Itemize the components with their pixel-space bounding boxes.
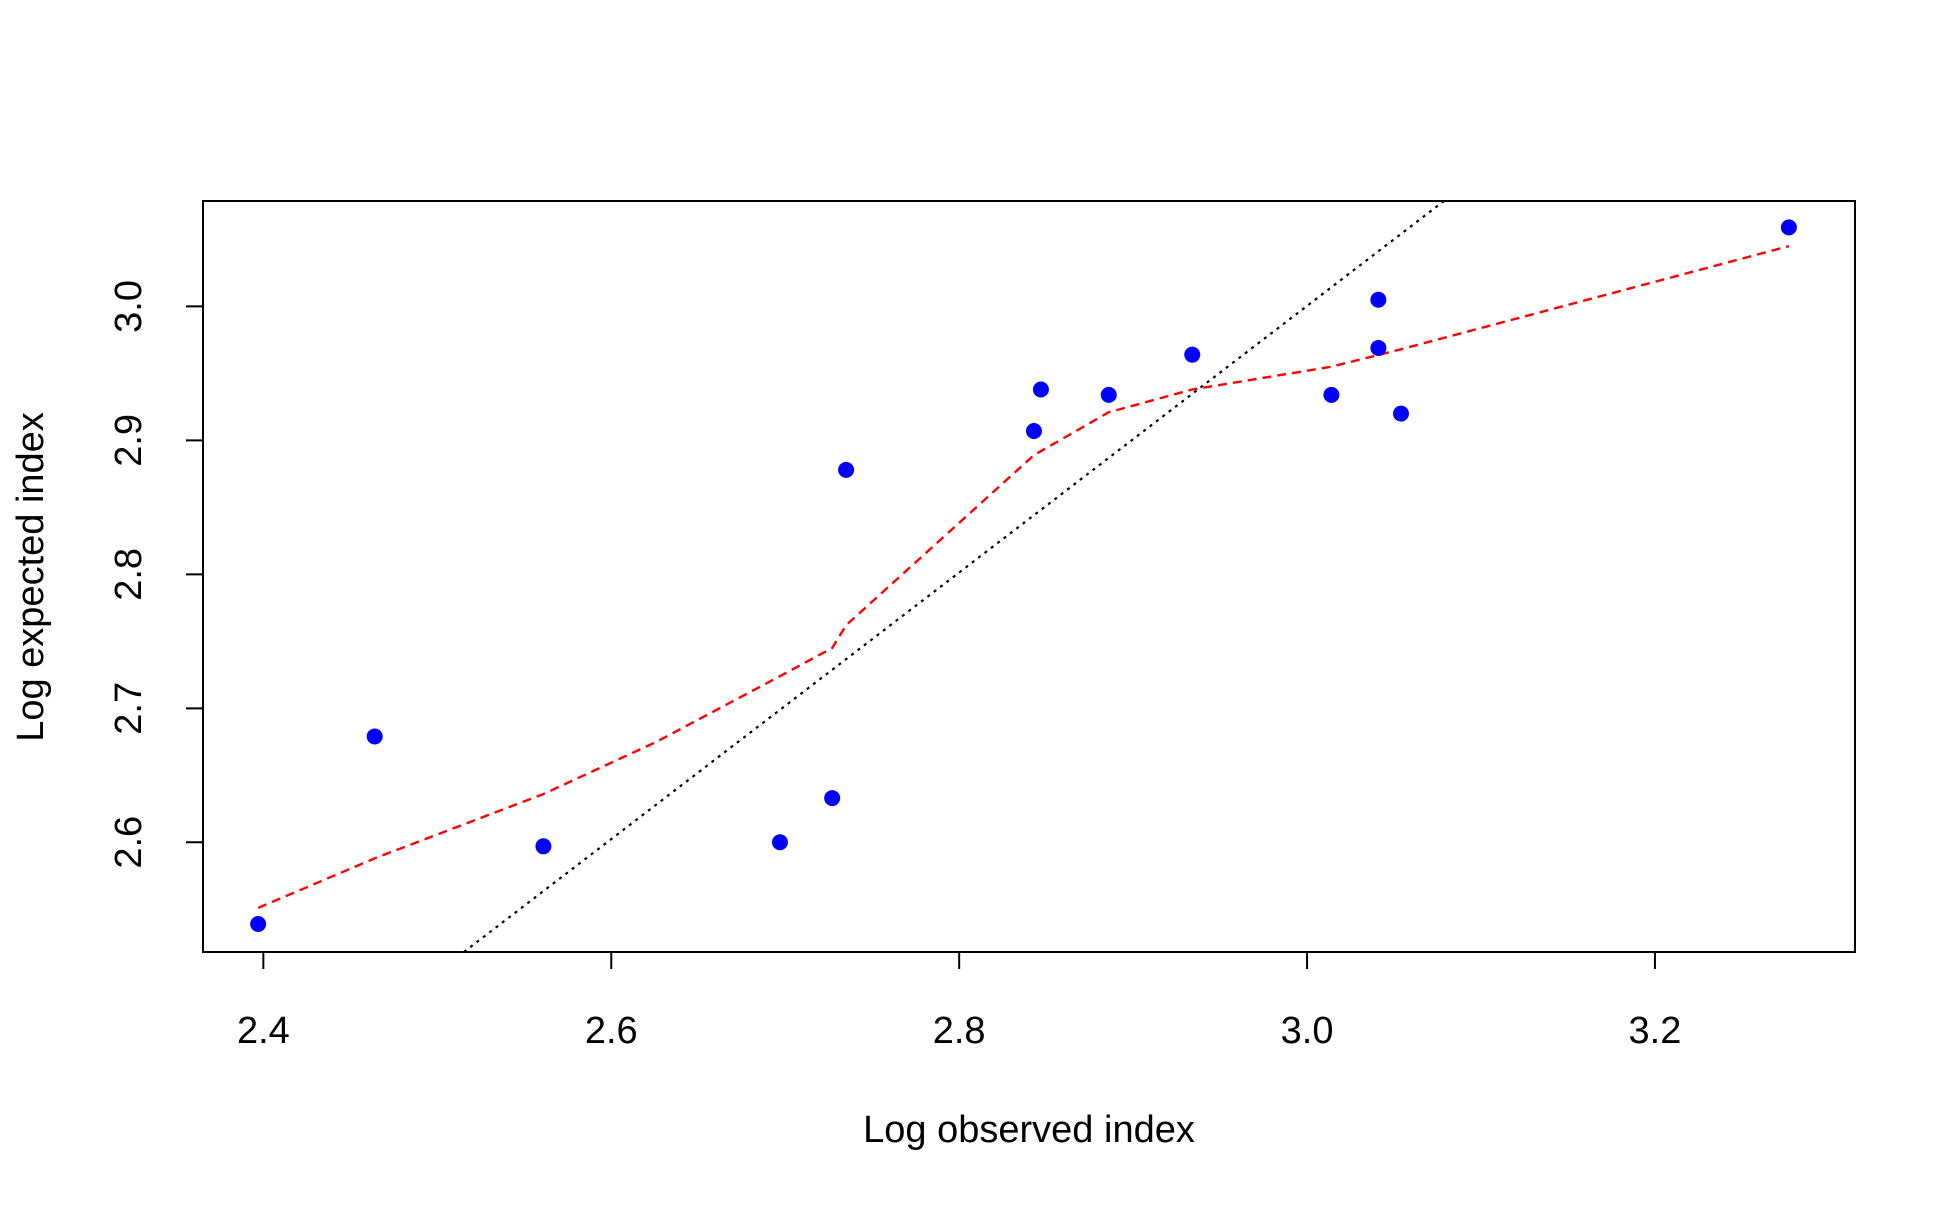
smooth-line-0 bbox=[257, 244, 1790, 910]
data-point-0 bbox=[250, 916, 267, 932]
data-point-10 bbox=[1323, 386, 1340, 403]
data-point-7 bbox=[1032, 381, 1049, 398]
x-axis-title: Log observed index bbox=[863, 1109, 1195, 1151]
y-axis: 2.6 2.7 2.8 2.9 3.0 bbox=[108, 280, 204, 869]
x-tick-label-4: 3.2 bbox=[1629, 1010, 1682, 1052]
y-tick-label-4: 3.0 bbox=[108, 280, 150, 333]
x-tick-label-2: 2.8 bbox=[933, 1010, 986, 1052]
x-axis: 2.4 2.6 2.8 3.0 3.2 bbox=[237, 951, 1682, 1052]
y-tick-label-3: 2.9 bbox=[108, 414, 150, 467]
data-point-14 bbox=[1780, 219, 1797, 236]
points-layer bbox=[250, 219, 1797, 932]
y-tick-label-1: 2.7 bbox=[108, 682, 150, 735]
x-tick-label-3: 3.0 bbox=[1281, 1010, 1334, 1052]
data-point-13 bbox=[1392, 405, 1409, 422]
plot-frame bbox=[202, 200, 1856, 953]
data-point-11 bbox=[1370, 291, 1387, 308]
data-point-6 bbox=[1025, 423, 1042, 440]
y-axis-title: Log expected index bbox=[10, 412, 52, 742]
y-tick-label-0: 2.6 bbox=[108, 816, 150, 869]
data-point-4 bbox=[824, 790, 841, 807]
x-tick-label-1: 2.6 bbox=[585, 1010, 638, 1052]
x-tick-label-0: 2.4 bbox=[237, 1010, 290, 1052]
data-point-5 bbox=[838, 461, 855, 478]
series-layer bbox=[257, 201, 1790, 952]
y-tick-label-2: 2.8 bbox=[108, 548, 150, 601]
reference-line-1 bbox=[463, 201, 1445, 952]
data-point-9 bbox=[1184, 346, 1201, 363]
data-point-1 bbox=[366, 728, 383, 745]
data-point-8 bbox=[1100, 386, 1117, 403]
data-point-2 bbox=[535, 838, 552, 855]
data-point-3 bbox=[771, 834, 788, 851]
data-point-12 bbox=[1370, 339, 1387, 356]
